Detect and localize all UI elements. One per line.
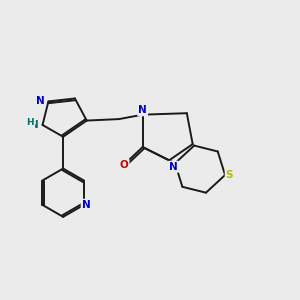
Text: H: H xyxy=(26,118,34,127)
Text: S: S xyxy=(226,170,233,180)
Text: O: O xyxy=(120,160,128,170)
Text: N: N xyxy=(82,200,91,210)
Text: N: N xyxy=(138,105,147,115)
Text: N: N xyxy=(169,162,178,172)
Text: N: N xyxy=(30,120,39,130)
Text: N: N xyxy=(36,96,45,106)
